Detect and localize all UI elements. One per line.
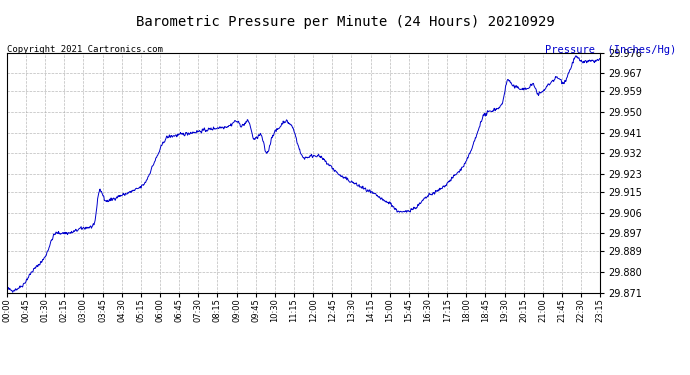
Text: Barometric Pressure per Minute (24 Hours) 20210929: Barometric Pressure per Minute (24 Hours… [136,15,554,29]
Text: Copyright 2021 Cartronics.com: Copyright 2021 Cartronics.com [7,45,163,54]
Text: Pressure  (Inches/Hg): Pressure (Inches/Hg) [545,45,676,55]
